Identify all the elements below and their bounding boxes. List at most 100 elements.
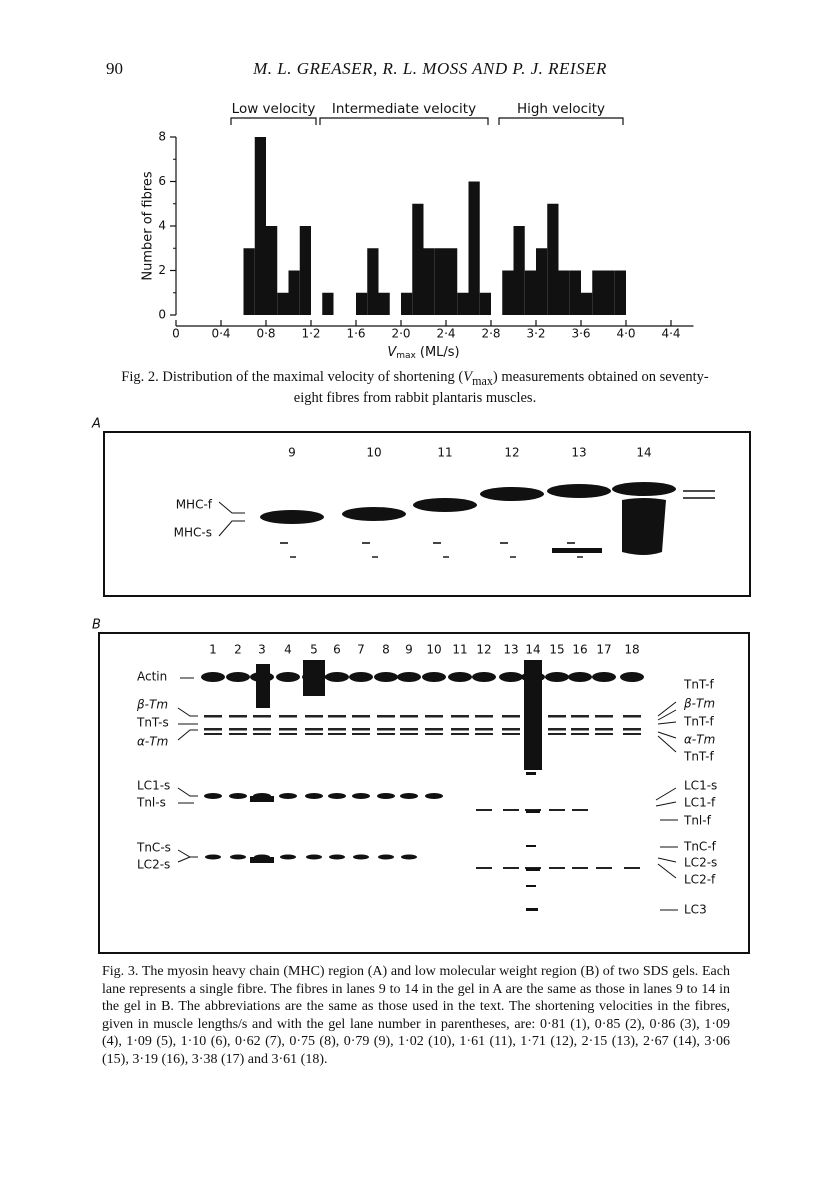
lane-number: 11 — [452, 643, 467, 657]
gel-band — [623, 715, 641, 718]
gel-band — [503, 809, 519, 811]
gel-band — [352, 793, 370, 799]
bar — [423, 248, 435, 315]
gel-band — [377, 733, 395, 735]
gel-band — [592, 672, 616, 682]
y-axis-label: Number of fibres — [141, 171, 156, 281]
figure-2-caption: Fig. 2. Distribution of the maximal velo… — [110, 369, 720, 407]
lane-number: 9 — [405, 643, 413, 657]
lane-number: 10 — [366, 446, 381, 460]
gel-smear — [622, 498, 666, 555]
gel-band — [451, 733, 469, 735]
gel-frame — [98, 632, 750, 954]
gel-band — [552, 548, 602, 553]
gel-band — [571, 728, 589, 731]
gel-band — [226, 672, 250, 682]
y-tick-label: 6 — [158, 174, 166, 188]
lane-number: 12 — [504, 446, 519, 460]
lane-number: 9 — [288, 446, 296, 460]
lane-number: 10 — [426, 643, 441, 657]
gel-band — [397, 672, 421, 682]
page-number: 90 — [106, 59, 123, 78]
gel-band — [545, 672, 569, 682]
gel-band — [229, 715, 247, 718]
bar — [569, 270, 581, 315]
gel-band — [443, 556, 449, 558]
bar — [378, 292, 390, 315]
gel-band — [499, 672, 523, 682]
gel-band — [425, 793, 443, 799]
gel-band — [595, 728, 613, 731]
lane-number: 3 — [258, 643, 266, 657]
x-tick-label: 0·4 — [211, 327, 230, 341]
x-tick-label: 1·2 — [301, 327, 320, 341]
band-label: β-Tm — [683, 697, 715, 711]
bar — [603, 270, 615, 315]
band-label: β-Tm — [136, 698, 168, 712]
band-pointer — [657, 735, 677, 753]
gel-band — [526, 885, 536, 887]
bar — [243, 248, 255, 315]
lane-number: 14 — [525, 643, 540, 657]
annotation: Low velocity — [232, 101, 316, 117]
band-pointer — [657, 731, 677, 739]
lane-number: 17 — [596, 643, 611, 657]
lane-number: 16 — [572, 643, 587, 657]
bar — [547, 203, 559, 315]
band-label: Actin — [137, 670, 167, 684]
bar — [614, 270, 626, 315]
x-tick-label: 3·2 — [526, 327, 545, 341]
lane-number: 5 — [310, 643, 318, 657]
bar — [356, 292, 368, 315]
band-pointer — [657, 721, 677, 725]
gel-band — [476, 867, 492, 869]
bar — [434, 248, 446, 315]
gel-band — [595, 715, 613, 718]
gel-band — [500, 542, 508, 544]
bracket — [230, 117, 317, 125]
gel-band — [510, 556, 516, 558]
x-tick-label: 2·4 — [436, 327, 455, 341]
panel-label: A — [91, 417, 101, 432]
gel-band — [595, 733, 613, 735]
figures: 90 M. L. GREASER, R. L. MOSS AND P. J. R… — [91, 59, 751, 954]
bar — [446, 248, 458, 315]
x-axis-label: Vmax (ML/s) — [387, 345, 459, 361]
gel-band — [230, 854, 246, 860]
gel-band — [204, 728, 222, 731]
x-tick-label: 2·0 — [391, 327, 410, 341]
bracket — [319, 117, 489, 125]
gel-band — [352, 733, 370, 735]
gel-band — [623, 728, 641, 731]
lane-number: 13 — [571, 446, 586, 460]
bar — [254, 137, 266, 315]
gel-band — [253, 733, 271, 735]
bracket — [498, 117, 624, 125]
y-tick-label: 2 — [158, 263, 166, 277]
band-pointer — [177, 707, 198, 717]
gel-band — [352, 728, 370, 731]
gel-band — [624, 867, 640, 869]
y-tick-label: 0 — [158, 308, 166, 322]
band-label: Tnl-s — [136, 796, 166, 810]
bar — [592, 270, 604, 315]
gel-band — [567, 542, 575, 544]
gel-band — [253, 715, 271, 718]
x-tick-label: 2·8 — [481, 327, 500, 341]
bar — [581, 292, 593, 315]
gel-band — [229, 728, 247, 731]
gel-band — [526, 908, 538, 911]
bar — [513, 226, 525, 315]
running-head: M. L. GREASER, R. L. MOSS AND P. J. REIS… — [252, 59, 607, 78]
band-label: MHC-f — [176, 498, 213, 512]
gel-band — [290, 556, 296, 558]
gel-band — [280, 542, 288, 544]
gel-band — [503, 867, 519, 869]
bar — [401, 292, 413, 315]
gel-band — [612, 482, 676, 496]
lane-number: 13 — [503, 643, 518, 657]
gel-band — [425, 728, 443, 731]
x-tick-label: 4·0 — [616, 327, 635, 341]
gel-band — [305, 715, 323, 718]
